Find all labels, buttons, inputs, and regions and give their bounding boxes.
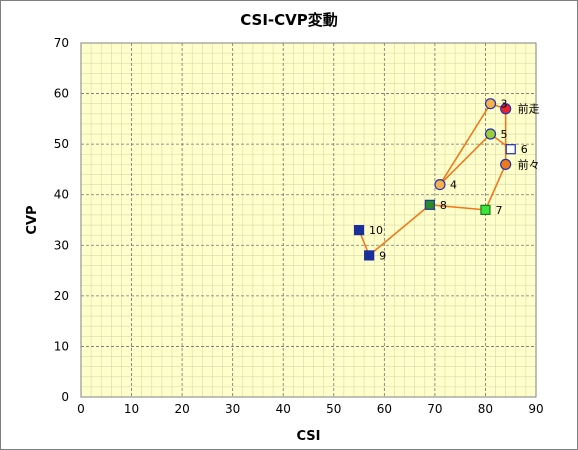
point-label-7: 7 xyxy=(495,204,502,217)
x-tick-label: 50 xyxy=(326,402,341,416)
x-tick-label: 20 xyxy=(174,402,189,416)
marker-7 xyxy=(480,204,491,215)
minor-grid xyxy=(81,43,536,397)
point-label-9: 9 xyxy=(379,249,386,262)
x-tick-label: 0 xyxy=(77,402,85,416)
y-axis-ticks: 0 10 20 30 40 50 60 70 xyxy=(54,36,69,404)
x-tick-label: 10 xyxy=(124,402,139,416)
y-tick-label: 10 xyxy=(54,339,69,353)
marker-4 xyxy=(434,179,446,191)
y-tick-label: 20 xyxy=(54,289,69,303)
y-tick-label: 30 xyxy=(54,238,69,252)
point-label-3: 3 xyxy=(501,98,508,111)
x-tick-label: 30 xyxy=(225,402,240,416)
series-path xyxy=(358,102,512,257)
x-tick-label: 40 xyxy=(276,402,291,416)
plot-border xyxy=(80,42,537,398)
chart-title: CSI-CVP変動 xyxy=(240,11,338,29)
y-tick-label: 50 xyxy=(54,137,69,151)
point-label-4: 4 xyxy=(450,179,457,192)
marker-3 xyxy=(484,98,497,110)
marker-6 xyxy=(505,144,516,155)
marker-10 xyxy=(353,225,365,236)
y-tick-label: 60 xyxy=(54,87,69,101)
data-markers xyxy=(353,98,516,261)
major-grid xyxy=(81,43,536,397)
marker-8 xyxy=(424,199,435,210)
marker-5 xyxy=(484,128,497,140)
point-label-前々: 前々 xyxy=(518,157,540,171)
y-axis-title: CVP xyxy=(25,205,40,234)
marker-前走 xyxy=(500,103,512,115)
y-tick-label: 70 xyxy=(54,36,69,50)
y-tick-label: 0 xyxy=(61,390,69,404)
point-label-6: 6 xyxy=(521,143,528,156)
x-axis-title: CSI xyxy=(297,429,321,444)
marker-9 xyxy=(364,250,375,261)
point-label-5: 5 xyxy=(501,128,508,141)
x-axis-ticks: 0 10 20 30 40 50 60 70 80 90 xyxy=(77,402,543,416)
x-tick-label: 80 xyxy=(478,402,493,416)
point-label-前走: 前走 xyxy=(518,102,540,116)
y-tick-label: 40 xyxy=(54,188,69,202)
series-line xyxy=(358,102,512,257)
plot-area xyxy=(81,43,536,397)
x-tick-label: 70 xyxy=(427,402,442,416)
point-label-10: 10 xyxy=(369,224,383,237)
point-label-8: 8 xyxy=(440,199,447,212)
x-tick-label: 60 xyxy=(377,402,392,416)
x-tick-label: 90 xyxy=(528,402,543,416)
marker-前々 xyxy=(500,158,512,170)
